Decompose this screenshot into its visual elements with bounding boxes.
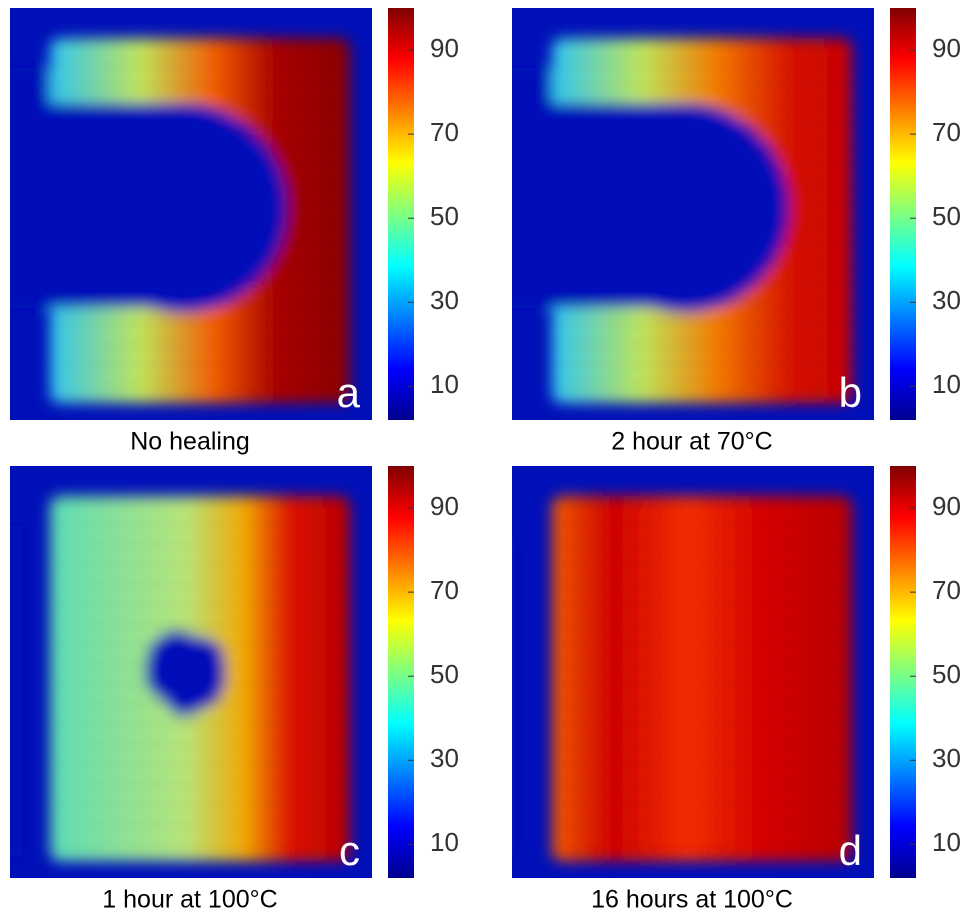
heatmap <box>512 466 874 878</box>
colorbar-tick-label: 10 <box>932 369 961 399</box>
heatmap <box>10 466 372 878</box>
cold-region <box>145 630 226 717</box>
heatmap <box>512 8 874 420</box>
panel: a No healing 10 30 50 70 90 <box>10 8 459 456</box>
heatmap-field <box>512 38 852 403</box>
panel: b 2 hour at 70°C 10 30 50 70 90 <box>512 8 961 456</box>
colorbar <box>890 8 916 420</box>
colorbar-tick-label: 90 <box>430 33 459 63</box>
colorbar-tick-label: 50 <box>932 659 961 689</box>
colorbar-tick-label: 70 <box>932 575 961 605</box>
colorbar-tick-label: 70 <box>430 575 459 605</box>
colorbar-tick-label: 90 <box>932 491 961 521</box>
cold-edge <box>512 536 516 856</box>
panel: d 16 hours at 100°C 10 30 50 70 90 <box>512 466 961 914</box>
panel-letter: b <box>839 369 862 416</box>
colorbar <box>388 8 414 420</box>
colorbar-tick-label: 30 <box>932 743 961 773</box>
colorbar <box>890 466 916 878</box>
colorbar-tick-label: 70 <box>932 117 961 147</box>
colorbar-tick-label: 10 <box>430 369 459 399</box>
heatmap-field <box>10 496 350 861</box>
cold-region <box>579 103 789 313</box>
colorbar-tick-label: 70 <box>430 117 459 147</box>
cold-left <box>10 68 50 308</box>
colorbar-tick-label: 10 <box>430 827 459 857</box>
cold-region <box>77 103 287 313</box>
colorbar-tick-label: 50 <box>430 659 459 689</box>
panel-caption: 2 hour at 70°C <box>611 428 773 456</box>
cold-left <box>512 68 552 308</box>
colorbar-tick-label: 50 <box>430 201 459 231</box>
cold-edge <box>10 526 22 856</box>
heatmap-field <box>512 496 852 861</box>
panel-letter: d <box>839 827 862 874</box>
colorbar-tick-label: 10 <box>932 827 961 857</box>
panel-letter: a <box>337 369 361 416</box>
field-stripes <box>552 496 852 861</box>
colorbar-tick-label: 30 <box>932 285 961 315</box>
colorbar-tick-label: 90 <box>932 33 961 63</box>
heatmap <box>10 8 372 420</box>
panel-caption: No healing <box>130 428 250 456</box>
panel-letter: c <box>339 827 360 874</box>
colorbar-tick-label: 90 <box>430 491 459 521</box>
colorbar-tick-label: 30 <box>430 285 459 315</box>
colorbar-tick-label: 50 <box>932 201 961 231</box>
panel-caption: 1 hour at 100°C <box>102 886 277 912</box>
panel-caption: 16 hours at 100°C <box>591 886 793 912</box>
heatmap-field <box>10 38 350 403</box>
panel: c 1 hour at 100°C 10 30 50 70 90 <box>10 466 459 914</box>
colorbar-tick-label: 30 <box>430 743 459 773</box>
colorbar <box>388 466 414 878</box>
